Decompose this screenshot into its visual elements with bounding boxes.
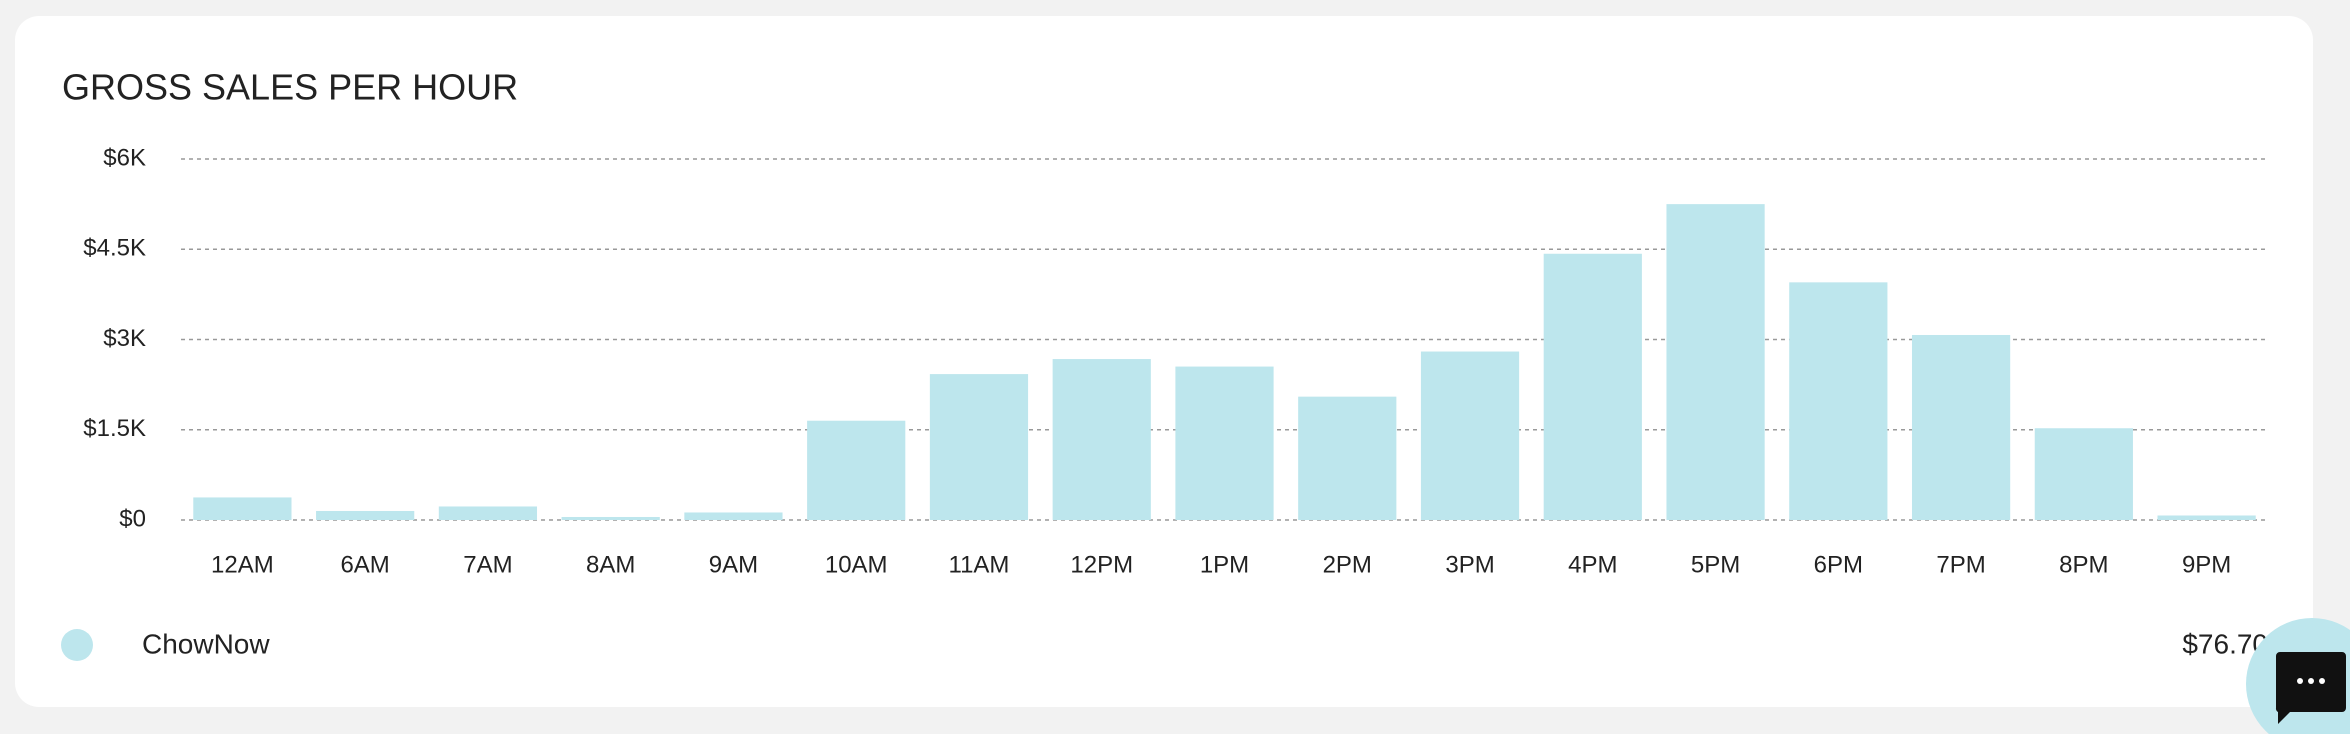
y-tick-label: $4.5K [83, 235, 146, 262]
legend-label: ChowNow [142, 628, 270, 659]
chat-dot [2308, 678, 2314, 684]
x-tick-label: 2PM [1323, 551, 1372, 578]
bar [193, 497, 292, 520]
plot: $0 $1.5K $3K $4.5K $6K 12AM 6AM 7AM 8AM 9AM 10AM 11… [83, 144, 2268, 578]
bar [1420, 351, 1520, 520]
bar [2034, 428, 2133, 520]
chat-icon[interactable] [2275, 652, 2346, 724]
bar [1666, 204, 1765, 520]
x-tick-label: 12PM [1070, 551, 1133, 578]
x-tick-label: 8PM [2059, 551, 2108, 578]
chat-dot [2297, 678, 2303, 684]
chat-dot [2319, 678, 2325, 684]
bar [2157, 515, 2256, 520]
x-tick-label: 1PM [1200, 551, 1249, 578]
x-tick-label: 9PM [2182, 551, 2231, 578]
x-tick-label: 12AM [211, 551, 274, 578]
x-tick-label: 5PM [1691, 551, 1740, 578]
x-tick-label: 7PM [1936, 551, 1985, 578]
card [15, 16, 2313, 707]
bar [684, 512, 783, 520]
chart-title: GROSS SALES PER HOUR [62, 67, 518, 108]
bar [438, 506, 538, 520]
legend-swatch [61, 629, 93, 661]
bar [929, 374, 1029, 520]
bar [1543, 253, 1642, 520]
x-tick-label: 10AM [825, 551, 888, 578]
y-tick-label: $6K [103, 144, 146, 171]
x-tick-label: 11AM [949, 551, 1010, 578]
y-tick-label: $1.5K [83, 415, 146, 442]
bar [561, 516, 660, 520]
x-tick-label: 8AM [586, 551, 635, 578]
x-tick-label: 3PM [1445, 551, 1494, 578]
bar [1911, 334, 2011, 520]
bar [1789, 282, 1888, 520]
x-tick-label: 6PM [1814, 551, 1863, 578]
x-tick-label: 9AM [709, 551, 758, 578]
y-tick-label: $0 [119, 505, 146, 532]
chat-button[interactable] [2246, 618, 2350, 734]
x-tick-label: 6AM [340, 551, 389, 578]
bar [1298, 396, 1397, 520]
x-tick-label: 7AM [463, 551, 512, 578]
y-tick-label: $3K [103, 325, 146, 352]
bar [1052, 359, 1151, 520]
bar [1175, 366, 1274, 520]
x-tick-label: 4PM [1568, 551, 1617, 578]
bar [807, 420, 906, 520]
bar [316, 510, 415, 520]
